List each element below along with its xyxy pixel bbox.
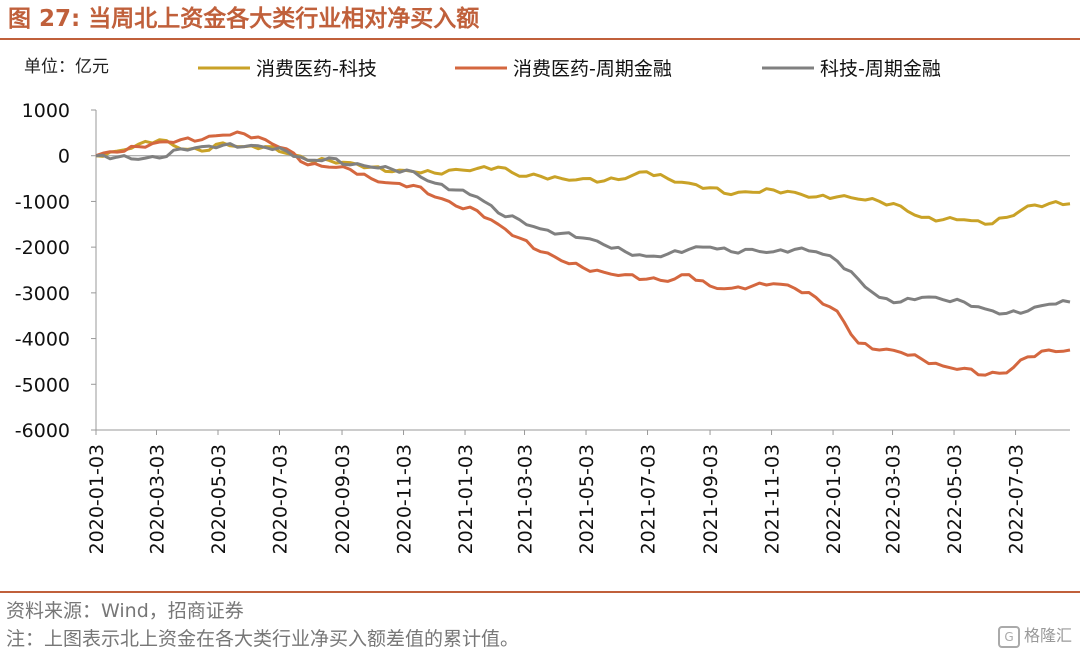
watermark: G 格隆汇 <box>997 622 1072 648</box>
legend-label: 科技-周期金融 <box>820 58 941 80</box>
y-tick-label: -1000 <box>15 191 70 213</box>
x-tick-label: 2020-03-03 <box>146 444 168 554</box>
figure-title: 图 27: 当周北上资金各大类行业相对净买入额 <box>6 2 479 38</box>
x-tick-label: 2022-01-03 <box>823 444 845 554</box>
x-tick-label: 2020-01-03 <box>86 444 108 554</box>
x-tick-label: 2022-03-03 <box>883 444 905 554</box>
title-divider <box>0 38 1080 40</box>
note-text: 注：上图表示北上资金在各大类行业净买入额差值的累计值。 <box>6 628 520 650</box>
y-tick-label: -6000 <box>15 420 70 442</box>
figure-number: 图 27: <box>8 6 81 32</box>
x-tick-label: 2021-09-03 <box>700 444 722 554</box>
footer-divider <box>0 591 1080 593</box>
y-tick-label: -3000 <box>15 283 70 305</box>
x-tick-label: 2020-05-03 <box>208 444 230 554</box>
legend-label: 消费医药-科技 <box>256 58 377 80</box>
watermark-text: 格隆汇 <box>1023 626 1072 645</box>
y-tick-label: -5000 <box>15 374 70 396</box>
x-tick-label: 2021-11-03 <box>762 444 784 554</box>
x-tick-label: 2021-07-03 <box>638 444 660 554</box>
x-tick-label: 2022-07-03 <box>1006 444 1028 554</box>
x-tick-label: 2021-03-03 <box>515 444 537 554</box>
series-line <box>95 130 1071 377</box>
y-tick-label: -4000 <box>15 329 70 351</box>
y-tick-label: 0 <box>58 146 70 168</box>
x-tick-label: 2021-05-03 <box>576 444 598 554</box>
x-tick-label: 2020-09-03 <box>332 444 354 554</box>
source-text: 资料来源：Wind，招商证券 <box>6 600 244 622</box>
series-line <box>95 138 1071 226</box>
y-tick-label: 1000 <box>22 100 70 122</box>
x-tick-label: 2021-01-03 <box>455 444 477 554</box>
line-chart: 1000 0 -1000 -2000 -3000 -4000 -5000 -6000 2020-… <box>15 58 1071 554</box>
x-tick-label: 2020-11-03 <box>394 444 416 554</box>
figure-title-text: 当周北上资金各大类行业相对净买入额 <box>88 6 480 32</box>
unit-label: 单位：亿元 <box>24 57 109 77</box>
series-line <box>95 142 1071 316</box>
x-tick-label: 2020-07-03 <box>270 444 292 554</box>
legend-label: 消费医药-周期金融 <box>513 58 672 80</box>
x-tick-label: 2022-05-03 <box>944 444 966 554</box>
y-tick-label: -2000 <box>15 237 70 259</box>
watermark-logo-icon: G <box>997 625 1020 648</box>
